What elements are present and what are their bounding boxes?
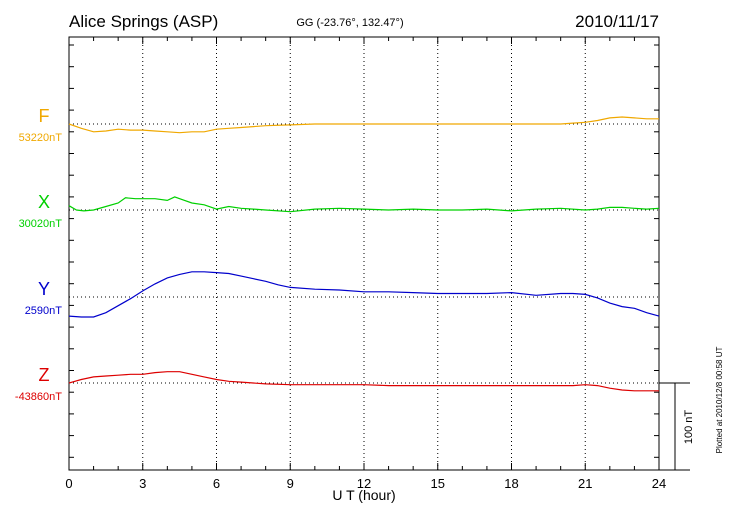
series-line-z bbox=[68, 371, 659, 392]
series-labels: F 53220nT X 30020nT Y 2590nT Z -43860nT bbox=[15, 106, 62, 403]
x-tick-label: 18 bbox=[504, 476, 518, 491]
x-tick-label: 0 bbox=[65, 476, 72, 491]
x-tick-label: 12 bbox=[357, 476, 371, 491]
x-axis-label: U T (hour) bbox=[332, 487, 395, 503]
series-lines bbox=[68, 116, 660, 392]
date-label: 2010/11/17 bbox=[575, 12, 659, 31]
baseline-value-f: 53220nT bbox=[19, 132, 63, 144]
series-name-y: Y bbox=[38, 279, 50, 299]
grid bbox=[69, 37, 659, 470]
series-name-f: F bbox=[39, 106, 50, 126]
scale-bar: 100 nT bbox=[659, 382, 695, 471]
x-tick-label: 3 bbox=[139, 476, 146, 491]
x-tick-label: 15 bbox=[431, 476, 445, 491]
x-tick-label: 6 bbox=[213, 476, 220, 491]
plotted-timestamp: Plotted at 2010/12/8 00:58 UT bbox=[715, 347, 724, 454]
x-tick-label: 24 bbox=[652, 476, 666, 491]
station-title: Alice Springs (ASP) bbox=[69, 12, 218, 31]
scale-bar-label: 100 nT bbox=[683, 410, 695, 445]
ticks: 0 3 6 9 12 15 18 21 24 bbox=[65, 37, 666, 491]
series-line-x bbox=[68, 196, 660, 213]
x-tick-label: 9 bbox=[287, 476, 294, 491]
baseline-value-x: 30020nT bbox=[19, 218, 63, 230]
series-name-x: X bbox=[38, 192, 50, 212]
coordinates-label: GG (-23.76°, 132.47°) bbox=[296, 17, 403, 29]
baseline-value-y: 2590nT bbox=[25, 305, 63, 317]
series-name-z: Z bbox=[39, 365, 50, 385]
x-tick-label: 21 bbox=[578, 476, 592, 491]
series-line-y bbox=[68, 271, 660, 318]
series-line-f bbox=[68, 116, 659, 134]
baseline-value-z: -43860nT bbox=[15, 391, 62, 403]
